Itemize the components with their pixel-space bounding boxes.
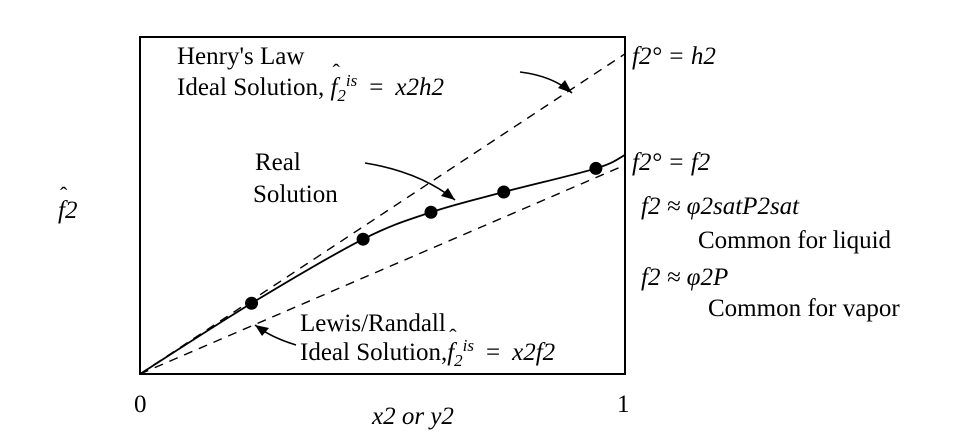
data-point-1 <box>356 232 370 246</box>
henry-eq-rhs: x2h2 <box>395 74 444 101</box>
x-tick-0: 0 <box>134 391 147 418</box>
lewis-label: Ideal Solution,f2is=x2f2 <box>300 326 556 369</box>
henry-title: Henry's Law <box>177 43 305 70</box>
lewis-title: Lewis/Randall <box>300 310 446 337</box>
x-tick-1: 1 <box>617 391 630 418</box>
henry-label-prefix: Ideal Solution, <box>177 74 325 101</box>
data-point-4 <box>589 161 603 175</box>
plot-frame <box>139 36 626 375</box>
x-axis-label: x2 or y2 <box>372 403 454 430</box>
henry-eq-lhs: f2is <box>330 61 357 104</box>
series-line-1 <box>139 164 626 375</box>
lewis-label-prefix: Ideal Solution, <box>300 339 448 366</box>
vapor-approx: f2 ≈ φ2P <box>641 264 729 291</box>
series-line-0 <box>139 53 626 375</box>
data-point-2 <box>424 205 438 219</box>
lewis-arrow-head <box>255 325 269 336</box>
series-line-2 <box>139 154 626 375</box>
data-point-0 <box>245 296 259 310</box>
henry-label: Ideal Solution, f2is=x2h2 <box>177 61 444 104</box>
vapor-note: Common for vapor <box>708 295 900 322</box>
real-arrow-head <box>441 188 455 200</box>
y-axis-label: f2 <box>58 184 77 223</box>
real-arrow <box>364 162 456 201</box>
real-line1: Real <box>255 149 301 176</box>
std-state-label: f2° = f2 <box>632 149 711 176</box>
henry-arrow-head <box>558 80 572 93</box>
real-line2: Solution <box>253 181 338 208</box>
henry-end-label: f2° = h2 <box>632 43 716 70</box>
liquid-approx: f2 ≈ φ2satP2sat <box>641 193 800 220</box>
data-point-3 <box>497 185 511 199</box>
lewis-eq-rhs: x2f2 <box>512 339 556 366</box>
liquid-note: Common for liquid <box>698 227 892 254</box>
lewis-eq-lhs: f2is <box>447 326 474 369</box>
